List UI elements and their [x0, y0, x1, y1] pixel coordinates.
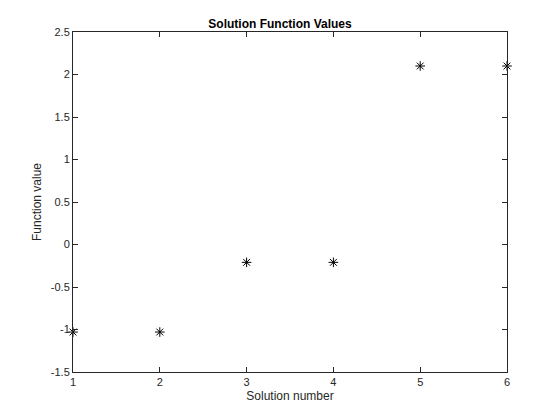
- svg-text:-1: -1: [60, 323, 70, 335]
- svg-text:6: 6: [504, 376, 510, 388]
- svg-text:1: 1: [64, 153, 70, 165]
- svg-text:3: 3: [244, 376, 250, 388]
- svg-text:2: 2: [157, 376, 163, 388]
- svg-text:2.5: 2.5: [55, 26, 70, 38]
- svg-text:0: 0: [64, 238, 70, 250]
- svg-text:4: 4: [330, 376, 336, 388]
- svg-text:-0.5: -0.5: [51, 281, 70, 293]
- svg-text:Solution number: Solution number: [246, 389, 333, 403]
- svg-text:1: 1: [70, 376, 76, 388]
- svg-text:5: 5: [417, 376, 423, 388]
- svg-text:1.5: 1.5: [55, 111, 70, 123]
- svg-text:-1.5: -1.5: [51, 366, 70, 378]
- svg-text:2: 2: [64, 68, 70, 80]
- svg-text:Function value: Function value: [30, 163, 44, 241]
- svg-text:0.5: 0.5: [55, 196, 70, 208]
- svg-text:Solution Function Values: Solution Function Values: [208, 17, 352, 31]
